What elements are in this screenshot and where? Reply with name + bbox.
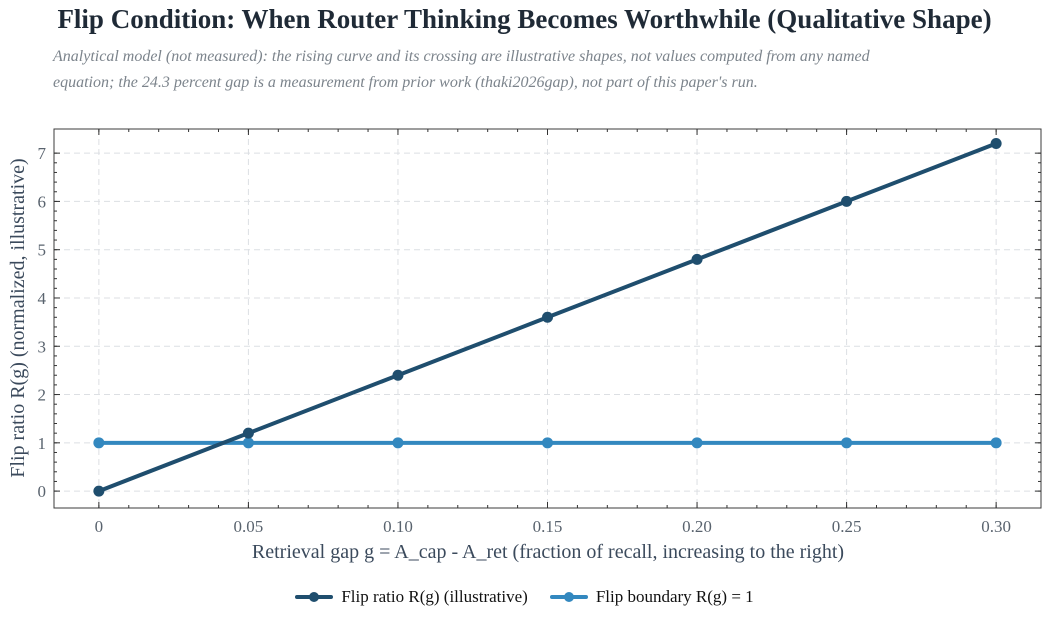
data-point-flip-boundary <box>691 437 703 449</box>
data-point-flip-ratio <box>542 311 553 323</box>
x-tick-label: 0.25 <box>832 517 862 536</box>
series-layer <box>93 137 1002 497</box>
data-point-flip-boundary <box>242 437 254 449</box>
data-point-flip-boundary <box>93 437 105 449</box>
y-tick-label: 0 <box>38 482 47 501</box>
y-tick-label: 4 <box>38 289 47 308</box>
chart-subtitle: Analytical model (not measured): the ris… <box>53 48 870 91</box>
y-tick-label: 3 <box>38 337 47 356</box>
y-tick-label: 1 <box>38 434 47 453</box>
y-axis-label: Flip ratio R(g) (normalized, illustrativ… <box>7 158 29 477</box>
data-point-flip-ratio <box>691 253 703 265</box>
data-point-flip-boundary <box>990 437 1002 449</box>
data-point-flip-boundary <box>841 437 853 449</box>
x-tick-label: 0.15 <box>533 517 563 536</box>
y-tick-label: 7 <box>38 144 47 163</box>
data-point-flip-ratio <box>990 137 1002 149</box>
legend-label-flip-boundary: Flip boundary R(g) = 1 <box>595 587 754 606</box>
legend-swatch-flip-boundary <box>549 592 588 602</box>
legend-label-flip-ratio: Flip ratio R(g) (illustrative) <box>341 587 528 606</box>
y-tick-label: 6 <box>38 192 47 211</box>
y-tick-label: 5 <box>38 241 47 260</box>
data-point-flip-ratio <box>93 485 105 497</box>
x-tick-label: 0.20 <box>682 517 712 536</box>
x-tick-label: 0.30 <box>981 517 1011 536</box>
data-point-flip-ratio <box>392 369 404 381</box>
x-tick-label: 0.05 <box>234 517 264 536</box>
chart-plot: 0 0.05 0.10 0.15 0.20 0.25 0.30 0 1 2 3 4 5 6 7 Retrie… <box>7 128 1042 563</box>
data-point-flip-boundary <box>542 437 553 449</box>
legend: Flip ratio R(g) (illustrative) Flip boun… <box>0 587 1049 607</box>
legend-item-flip-ratio: Flip ratio R(g) (illustrative) <box>295 587 528 607</box>
legend-item-flip-boundary: Flip boundary R(g) = 1 <box>549 587 754 607</box>
chart-title: Flip Condition: When Router Thinking Bec… <box>57 4 992 34</box>
x-tick-label: 0.10 <box>383 517 413 536</box>
x-axis-label: Retrieval gap g = A_cap - A_ret (fractio… <box>252 541 844 563</box>
data-point-flip-boundary <box>392 437 404 449</box>
legend-swatch-flip-ratio <box>295 592 334 602</box>
data-point-flip-ratio <box>841 195 853 207</box>
x-tick-label: 0 <box>95 517 104 536</box>
axes: 0 0.05 0.10 0.15 0.20 0.25 0.30 0 1 2 3 4 5 6 7 <box>38 128 1042 536</box>
data-point-flip-ratio <box>242 427 254 439</box>
y-tick-label: 2 <box>38 386 47 405</box>
